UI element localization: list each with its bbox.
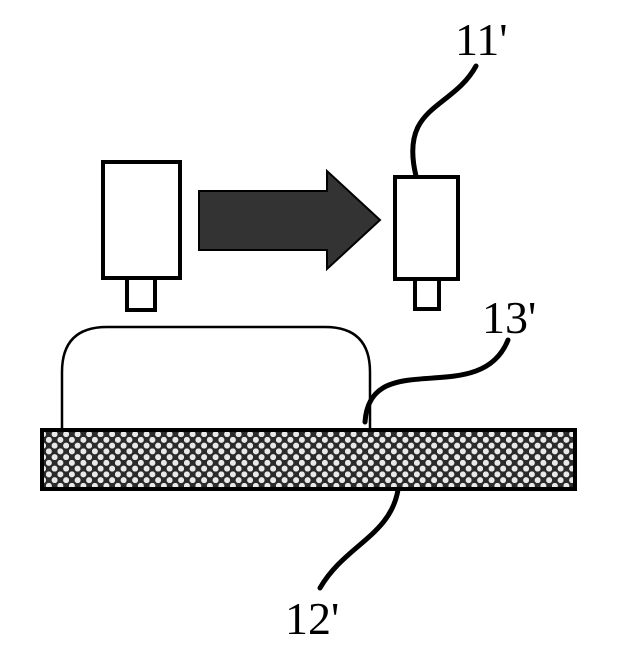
left-nozzle-body (103, 162, 180, 278)
glue-blob (62, 327, 370, 430)
right-nozzle-tip (415, 279, 439, 309)
substrate-bar (42, 430, 575, 489)
direction-arrow-icon (199, 171, 380, 269)
leader-l13 (365, 340, 508, 422)
label-l11: 11' (455, 14, 508, 65)
leader-l12 (320, 490, 398, 588)
leader-l11 (413, 66, 476, 176)
label-l13: 13' (482, 292, 536, 343)
left-nozzle-tip (127, 278, 155, 310)
label-l12: 12' (285, 593, 339, 644)
right-nozzle-body (395, 177, 458, 279)
